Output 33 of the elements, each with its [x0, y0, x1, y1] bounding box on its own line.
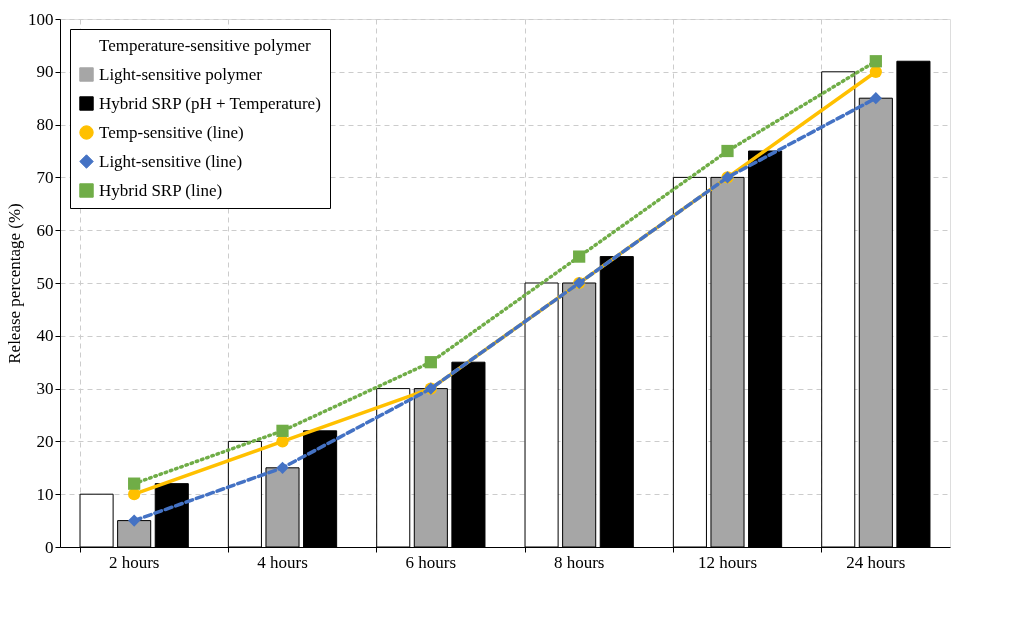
- x-tick-label: 2 hours: [108, 552, 160, 572]
- y-tick-label: 50: [36, 273, 54, 293]
- y-tick-label: 0: [45, 537, 54, 557]
- y-tick-label: 60: [36, 220, 54, 240]
- x-tick-label: 4 hours: [257, 552, 308, 572]
- y-tick-label: 20: [36, 431, 54, 451]
- x-tick-label: 8 hours: [553, 552, 605, 572]
- text: Temperature-sensitive polymer: [99, 35, 312, 55]
- point: [573, 250, 586, 263]
- point: [424, 356, 437, 369]
- point: [276, 461, 289, 474]
- legend-label: Light-sensitive (line): [99, 151, 243, 171]
- point: [128, 477, 141, 490]
- x-tick-label: 12 hours: [697, 552, 758, 572]
- point: [869, 92, 882, 105]
- x-tick-label: 24 hours: [846, 552, 906, 572]
- point: [869, 55, 882, 68]
- point: [128, 514, 141, 527]
- y-tick-label: 70: [36, 167, 54, 187]
- point: [276, 424, 289, 437]
- y-tick-label: 10: [36, 484, 54, 504]
- legend-label: Light-sensitive polymer: [99, 64, 263, 84]
- legend-label: Hybrid SRP (pH + Temperature): [99, 93, 321, 113]
- legend-label: Hybrid SRP (line): [99, 180, 223, 200]
- y-tick-label: 30: [36, 379, 54, 399]
- y-tick-label: 100: [28, 9, 54, 29]
- y-tick-label: 80: [36, 115, 54, 135]
- x-tick-label: 6 hours: [405, 552, 457, 572]
- legend-label: Temp-sensitive (line): [99, 122, 244, 142]
- y-tick-label: 40: [36, 326, 54, 346]
- y-axis-title: Release percentage (%): [5, 203, 24, 364]
- point: [721, 144, 734, 158]
- y-tick-label: 90: [36, 62, 54, 82]
